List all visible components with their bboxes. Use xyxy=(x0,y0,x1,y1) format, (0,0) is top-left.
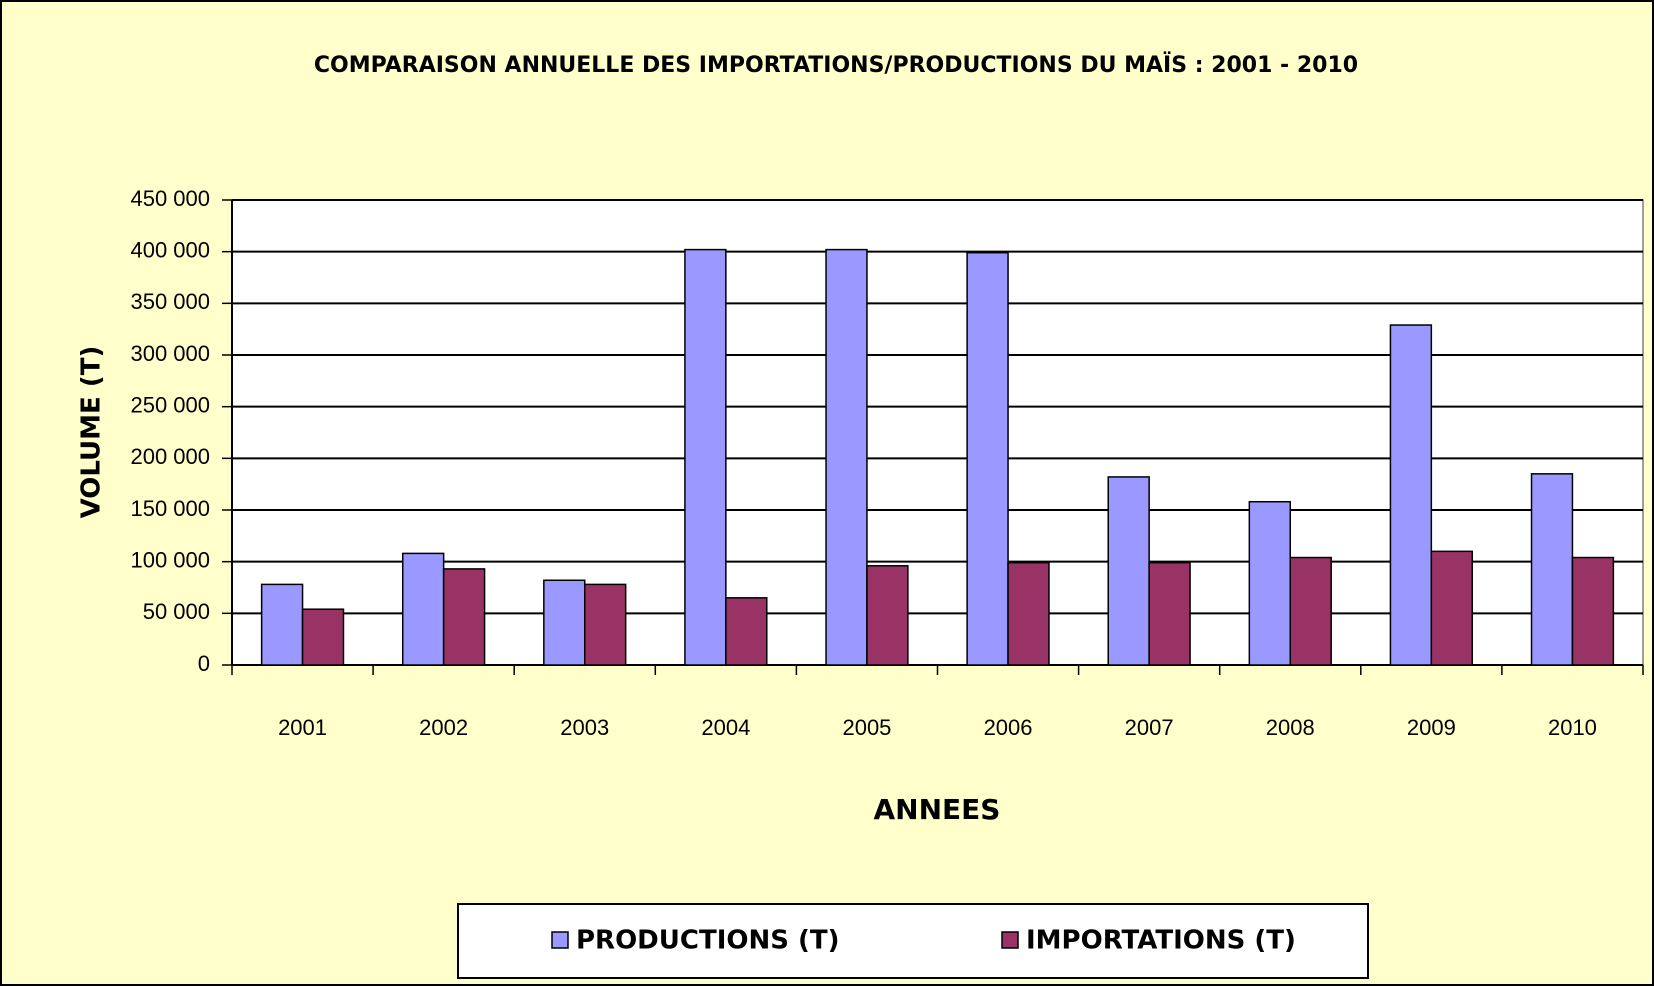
bar xyxy=(866,565,909,666)
bar xyxy=(1571,556,1615,666)
bar xyxy=(1530,473,1574,666)
bar xyxy=(1248,500,1292,666)
x-tick-label: 2008 xyxy=(1266,715,1315,740)
bar xyxy=(1148,561,1191,666)
legend-swatch xyxy=(551,931,569,949)
x-tick-label: 2006 xyxy=(984,715,1033,740)
bar xyxy=(301,608,345,666)
x-tick-label: 2005 xyxy=(842,715,891,740)
y-tick-label: 450 000 xyxy=(130,186,210,211)
y-tick-label: 300 000 xyxy=(130,341,210,366)
chart-title: COMPARAISON ANNUELLE DES IMPORTATIONS/PR… xyxy=(314,52,1358,78)
y-tick-label: 150 000 xyxy=(130,496,210,521)
legend-label: PRODUCTIONS (T) xyxy=(576,926,840,956)
y-tick-label: 100 000 xyxy=(130,547,210,572)
x-tick-label: 2007 xyxy=(1125,715,1174,740)
legend-label: IMPORTATIONS (T) xyxy=(1026,926,1296,956)
x-tick-label: 2001 xyxy=(278,715,327,740)
x-tick-label: 2003 xyxy=(560,715,609,740)
bar xyxy=(966,251,1009,666)
bar xyxy=(260,583,304,666)
y-tick-label: 0 xyxy=(198,651,210,676)
y-tick-label: 200 000 xyxy=(130,444,210,469)
y-tick-label: 50 000 xyxy=(143,599,210,624)
legend xyxy=(457,903,1369,979)
x-tick-label: 2009 xyxy=(1407,715,1456,740)
x-axis-label: ANNEES xyxy=(874,793,1001,826)
y-tick-label: 250 000 xyxy=(130,392,210,417)
bar xyxy=(442,568,486,666)
bar xyxy=(1289,556,1332,666)
y-axis-label: VOLUME (T) xyxy=(77,346,107,519)
bar xyxy=(401,552,445,666)
x-tick-label: 2004 xyxy=(701,715,750,740)
y-tick-label: 350 000 xyxy=(130,289,210,314)
bar xyxy=(1430,550,1474,666)
bar xyxy=(825,248,868,666)
bar xyxy=(543,579,586,666)
y-tick-label: 400 000 xyxy=(130,237,210,262)
x-tick-label: 2002 xyxy=(419,715,468,740)
bar xyxy=(684,248,727,666)
bar xyxy=(1007,561,1050,666)
bar xyxy=(1107,476,1150,666)
x-tick-label: 2010 xyxy=(1548,715,1597,740)
bar xyxy=(725,597,768,666)
bar xyxy=(584,583,627,666)
legend-swatch xyxy=(1001,931,1019,949)
bar xyxy=(1389,324,1433,666)
